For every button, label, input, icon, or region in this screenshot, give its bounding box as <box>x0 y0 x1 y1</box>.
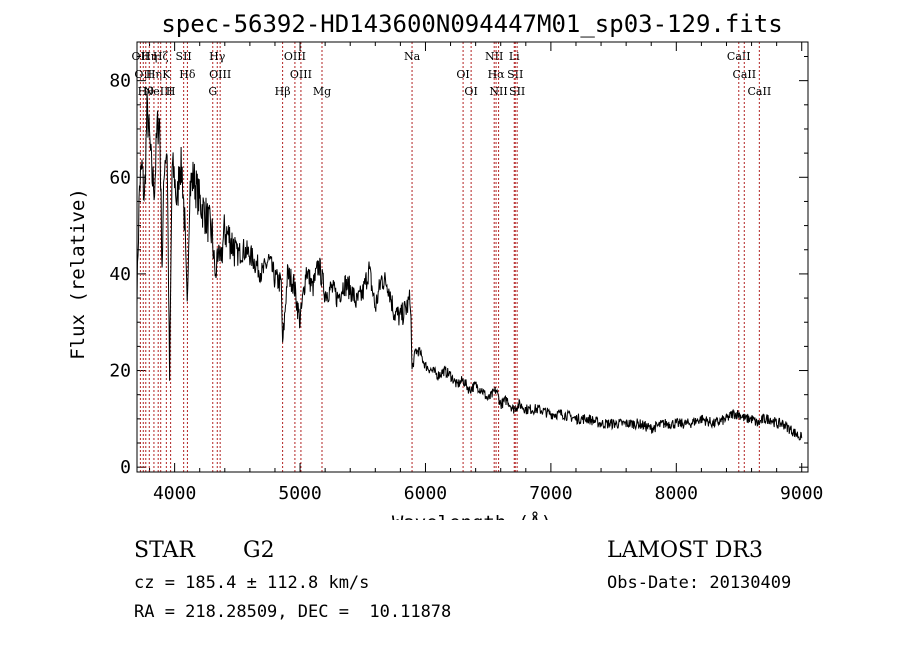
spectral-line-label: OI <box>456 68 469 81</box>
spectral-line-label: K <box>162 68 171 81</box>
spectral-line-label: CaII <box>732 68 756 81</box>
x-tick-label: 4000 <box>153 483 196 504</box>
plot-frame <box>136 41 809 473</box>
x-axis-label: Wavelength (Å) <box>392 511 552 520</box>
spectral-line-label: Hη <box>146 68 162 81</box>
x-tick-label: 9000 <box>780 483 823 504</box>
spectral-line-label: H <box>166 85 176 98</box>
x-tick-label: 7000 <box>529 483 572 504</box>
observation-date: Obs-Date: 20130409 <box>607 573 792 593</box>
spectral-line-label: SII <box>176 50 192 63</box>
spectral-line-label: Hζ <box>153 50 169 63</box>
spectral-line-label: NII <box>485 50 503 63</box>
spectral-line-label: OIII <box>209 68 231 81</box>
spectral-line-label: Hθ <box>138 85 155 98</box>
spectrum-chart: spec-56392-HD143600N094447M01_sp03-129.f… <box>67 10 823 520</box>
spectral-line-label: Hα <box>488 68 506 81</box>
spectral-line-label: Na <box>404 50 421 63</box>
spectral-line-label: Hβ <box>275 85 291 98</box>
y-tick-label: 40 <box>109 264 131 285</box>
spectral-line-label: Li <box>509 50 520 63</box>
spectral-line-label: CaII <box>727 50 751 63</box>
spectral-line-label: OIII <box>290 68 312 81</box>
y-tick-label: 80 <box>109 71 131 92</box>
spectral-line-label: OII <box>134 68 152 81</box>
spectral-line-label: OII <box>132 50 150 63</box>
spectral-line-label: SII <box>507 68 523 81</box>
flux-series-line <box>136 91 803 441</box>
spectral-line-label: OI <box>464 85 477 98</box>
y-tick-label: 0 <box>120 457 131 478</box>
chart-title: spec-56392-HD143600N094447M01_sp03-129.f… <box>161 10 782 38</box>
spectral-line-label: OIII <box>284 50 306 63</box>
x-tick-label: 5000 <box>278 483 321 504</box>
spectral-line-label: NII <box>489 85 507 98</box>
y-tick-label: 20 <box>109 361 131 382</box>
spectral-line-label: Mg <box>313 85 331 98</box>
spectral-line-label: SII <box>509 85 525 98</box>
object-subclass: G2 <box>243 538 275 563</box>
y-tick-label: 60 <box>109 167 131 188</box>
spectral-line-label: Hη <box>141 50 157 63</box>
object-type: STAR <box>134 538 195 563</box>
survey-name: LAMOST DR3 <box>607 538 763 563</box>
x-tick-label: 6000 <box>404 483 447 504</box>
spectral-line-label: Hδ <box>179 68 196 81</box>
spectral-line-label: G <box>208 85 217 98</box>
y-axis-label: Flux (relative) <box>67 188 89 360</box>
spectral-line-label: Hγ <box>209 50 226 63</box>
spectral-line-label: CaII <box>748 85 772 98</box>
redshift-cz: cz = 185.4 ± 112.8 km/s <box>134 573 370 593</box>
x-tick-label: 8000 <box>655 483 698 504</box>
spectral-line-label: NeIII <box>144 85 173 98</box>
coordinates: RA = 218.28509, DEC = 10.11878 <box>134 602 452 622</box>
